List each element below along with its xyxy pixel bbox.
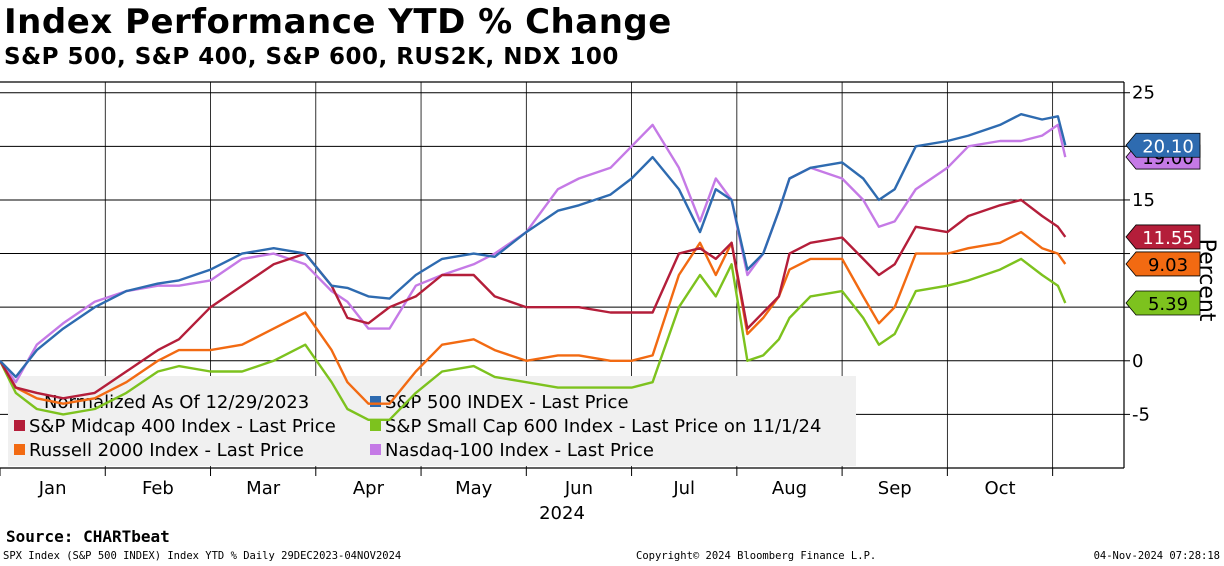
legend-label: S&P Midcap 400 Index - Last Price — [29, 416, 336, 437]
x-tick-label: Jan — [38, 478, 67, 499]
legend-swatch — [370, 420, 381, 431]
footer-copyright: Copyright© 2024 Bloomberg Finance L.P. — [636, 550, 877, 562]
y-tick-label: 25 — [1132, 83, 1155, 104]
series-line — [0, 198, 1067, 400]
legend-swatch — [370, 396, 381, 407]
chart-title: Index Performance YTD % Change — [4, 2, 672, 42]
x-tick-label: Feb — [142, 478, 174, 499]
series-line — [0, 123, 1067, 384]
last-value-label: 11.55 — [1142, 228, 1194, 249]
y-tick-label: 0 — [1132, 351, 1143, 372]
series-line — [0, 257, 1067, 421]
legend-swatch — [370, 444, 381, 455]
x-tick-label: May — [455, 478, 493, 499]
x-axis-title: 2024 — [539, 503, 585, 524]
x-tick-label: Jul — [672, 478, 695, 499]
source-note: Source: CHARTbeat — [6, 527, 170, 546]
x-tick-label: Mar — [246, 478, 281, 499]
legend-box — [8, 376, 856, 466]
footer-left: SPX Index (S&P 500 INDEX) Index YTD % Da… — [3, 550, 402, 562]
legend-label: Russell 2000 Index - Last Price — [29, 440, 304, 461]
last-value-tag — [1125, 290, 1201, 316]
legend-label: S&P 500 INDEX - Last Price — [385, 392, 629, 413]
legend-label: Nasdaq-100 Index - Last Price — [385, 440, 654, 461]
last-value-label: 9.03 — [1148, 255, 1188, 276]
chart-subtitle: S&P 500, S&P 400, S&P 600, RUS2K, NDX 10… — [4, 44, 619, 70]
last-value-tag — [1125, 224, 1201, 250]
x-tick-label: Apr — [353, 478, 385, 499]
series-line — [0, 112, 1067, 379]
y-tick-label: 15 — [1132, 190, 1155, 211]
footer-timestamp: 04-Nov-2024 07:28:18 — [1093, 550, 1220, 562]
legend-header: Normalized As Of 12/29/2023 — [44, 392, 309, 413]
last-value-label: 5.39 — [1148, 294, 1188, 315]
y-tick-label: -5 — [1132, 404, 1150, 425]
last-value-label: 20.10 — [1142, 136, 1194, 157]
series-line — [0, 230, 1067, 405]
legend-label: S&P Small Cap 600 Index - Last Price on … — [385, 416, 821, 437]
legend-swatch — [14, 444, 25, 455]
legend-swatch — [14, 420, 25, 431]
x-tick-label: Aug — [772, 478, 807, 499]
last-value-tag — [1125, 251, 1201, 277]
x-tick-label: Jun — [564, 478, 593, 499]
x-tick-label: Oct — [984, 478, 1015, 499]
last-value-tag — [1125, 132, 1201, 158]
x-tick-label: Sep — [878, 478, 912, 499]
